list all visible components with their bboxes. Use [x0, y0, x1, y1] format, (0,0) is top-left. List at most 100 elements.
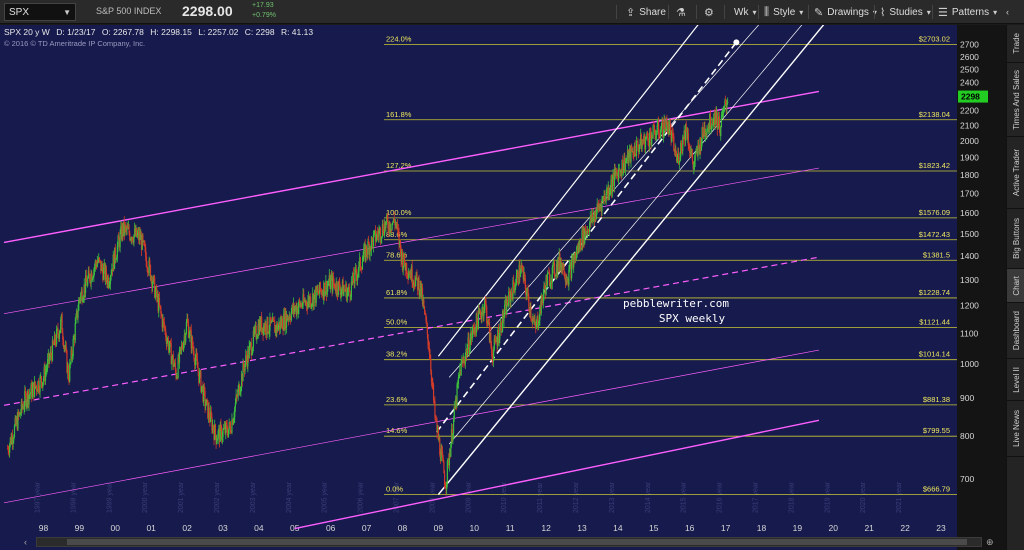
- studies-button[interactable]: ⌇ Studies ▾: [880, 4, 931, 20]
- candle-body: [565, 279, 567, 282]
- candle-body: [434, 400, 436, 417]
- candle-body: [301, 305, 303, 307]
- candle-body: [238, 384, 241, 395]
- candle-body: [87, 270, 89, 279]
- candle-body: [92, 276, 94, 278]
- flask-button[interactable]: ⚗: [676, 4, 686, 20]
- candle-body: [337, 281, 339, 296]
- candle-body: [27, 391, 29, 405]
- settings-button[interactable]: ⚙: [704, 4, 714, 20]
- candle-body: [13, 425, 16, 437]
- patterns-button[interactable]: ☰ Patterns ▾: [938, 4, 997, 20]
- candle-body: [149, 260, 151, 266]
- candle-body: [494, 338, 496, 340]
- candle-body: [328, 275, 330, 284]
- candle-body: [557, 258, 560, 268]
- candle-body: [124, 225, 126, 234]
- candle-body: [651, 135, 653, 145]
- candle-body: [413, 281, 415, 285]
- candle-body: [463, 358, 465, 363]
- candle-body: [71, 356, 74, 358]
- candle-body: [450, 429, 453, 445]
- candle-body: [233, 416, 235, 420]
- candle-body: [718, 116, 720, 127]
- side-tab-active-trader[interactable]: Active Trader: [1007, 137, 1024, 209]
- scrollbar-thumb[interactable]: [67, 539, 967, 545]
- candle-body: [718, 116, 720, 129]
- candle-body: [469, 339, 471, 351]
- price-chart[interactable]: 7008009001000110012001300140015001600170…: [0, 25, 1006, 550]
- candle-body: [7, 448, 9, 452]
- candle-body: [239, 392, 241, 395]
- side-tab-trade[interactable]: Trade: [1007, 25, 1024, 63]
- x-tick-label: 12: [541, 523, 551, 533]
- candle-body: [381, 236, 383, 239]
- side-tab-level-ii[interactable]: Level II: [1007, 359, 1024, 401]
- candle-body: [359, 257, 361, 263]
- candle-body: [554, 275, 556, 276]
- candle-body: [389, 222, 391, 231]
- side-tab-dashboard[interactable]: Dashboard: [1007, 303, 1024, 359]
- y-tick-label: 1700: [960, 189, 979, 199]
- candle-body: [220, 424, 222, 427]
- candle-body: [73, 336, 76, 341]
- candle-body: [654, 132, 656, 139]
- style-button[interactable]: ⫼ Style ▾: [764, 4, 803, 20]
- candle-body: [711, 123, 714, 125]
- candle-body: [459, 369, 461, 375]
- x-tick-label: 20: [829, 523, 839, 533]
- candle-body: [694, 152, 696, 161]
- candle-body: [214, 424, 216, 440]
- candle-body: [571, 259, 573, 278]
- fib-level-percent: 161.8%: [386, 110, 412, 119]
- candle-body: [635, 154, 637, 156]
- candle-body: [316, 289, 319, 292]
- drawings-button[interactable]: ✎ Drawings ▾: [814, 4, 877, 20]
- candle-body: [353, 282, 355, 284]
- candle-body: [683, 130, 685, 140]
- candle-body: [98, 257, 101, 260]
- candle-body: [85, 275, 87, 283]
- side-tab-times-and-sales[interactable]: Times And Sales: [1007, 63, 1024, 137]
- chart-toolbar: SPX ▼ S&P 500 INDEX 2298.00 +17.93 +0.79…: [0, 0, 1024, 24]
- symbol-selector[interactable]: SPX ▼: [4, 3, 76, 21]
- candle-body: [318, 293, 320, 294]
- zoom-icon[interactable]: ⊕: [986, 537, 994, 547]
- candle-body: [568, 265, 571, 270]
- candle-body: [96, 261, 98, 267]
- period-button[interactable]: Wk ▾: [734, 4, 756, 20]
- candle-body: [218, 428, 221, 442]
- candle-body: [403, 254, 405, 267]
- candle-body: [209, 411, 212, 422]
- share-button[interactable]: ⇪ Share: [626, 4, 666, 20]
- side-tab-label: Big Buttons: [1011, 218, 1021, 259]
- candle-body: [538, 320, 540, 325]
- candle-body: [188, 335, 190, 338]
- candle-body: [137, 231, 139, 235]
- candle-body: [624, 161, 627, 171]
- candle-body: [279, 320, 281, 330]
- side-tab-big-buttons[interactable]: Big Buttons: [1007, 209, 1024, 269]
- candle-body: [415, 278, 417, 287]
- candle-body: [125, 227, 127, 231]
- candle-body: [724, 101, 726, 106]
- candle-body: [452, 418, 455, 434]
- candle-body: [490, 332, 492, 345]
- candle-body: [721, 113, 723, 116]
- candle-body: [229, 426, 232, 433]
- candle-body: [700, 138, 702, 151]
- side-tab-live-news[interactable]: Live News: [1007, 401, 1024, 457]
- panel-toggle-button[interactable]: ‹: [1006, 4, 1009, 20]
- scroll-left-icon[interactable]: ‹: [24, 537, 27, 547]
- side-tab-chart[interactable]: Chart: [1007, 269, 1024, 303]
- candle-body: [431, 381, 433, 383]
- candle-body: [217, 431, 219, 440]
- chart-area[interactable]: 700 800 900 1000 1100 1200 1300 1400 1500 1600 170…: [0, 25, 1006, 550]
- horizontal-scrollbar[interactable]: [36, 537, 982, 547]
- period-label: Wk: [734, 6, 749, 18]
- candle-body: [462, 358, 464, 363]
- candle-body: [146, 266, 148, 268]
- candle-body: [126, 226, 128, 231]
- candle-body: [520, 265, 522, 273]
- candle-body: [604, 199, 607, 202]
